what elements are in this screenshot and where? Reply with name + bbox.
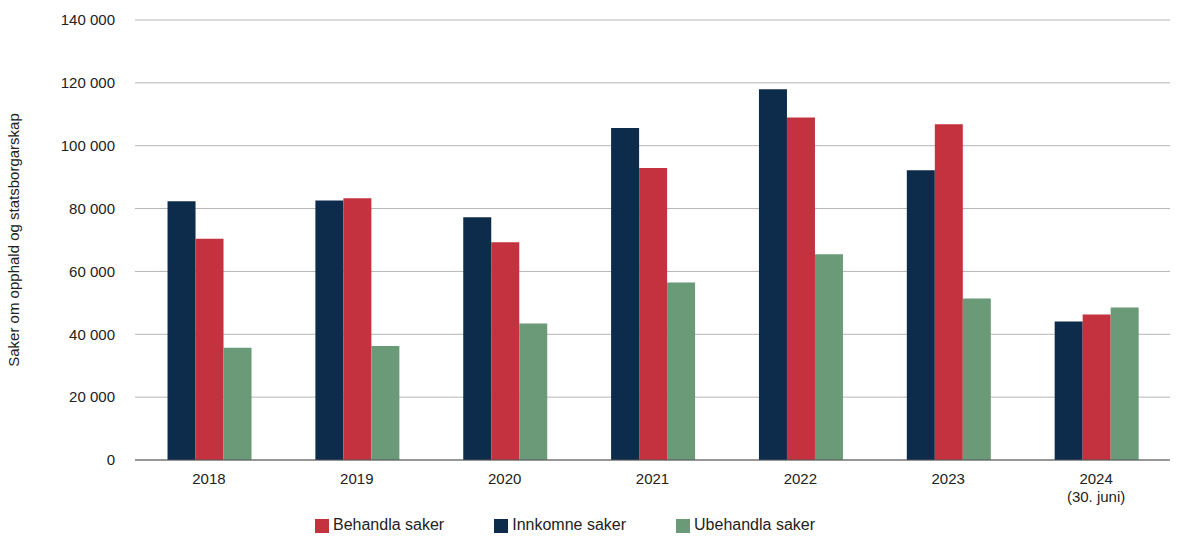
svg-text:80 000: 80 000 bbox=[69, 200, 115, 217]
svg-text:100 000: 100 000 bbox=[61, 137, 115, 154]
svg-text:2018: 2018 bbox=[192, 470, 225, 487]
svg-text:2020: 2020 bbox=[488, 470, 521, 487]
svg-text:60 000: 60 000 bbox=[69, 263, 115, 280]
svg-text:2024(30. juni): 2024(30. juni) bbox=[1067, 470, 1125, 505]
svg-text:20 000: 20 000 bbox=[69, 388, 115, 405]
svg-text:40 000: 40 000 bbox=[69, 326, 115, 343]
svg-text:120 000: 120 000 bbox=[61, 74, 115, 91]
svg-text:2019: 2019 bbox=[340, 470, 373, 487]
svg-text:140 000: 140 000 bbox=[61, 11, 115, 28]
html-text:Behandla saker: Behandla saker bbox=[333, 516, 445, 533]
svg-text:2023: 2023 bbox=[932, 470, 965, 487]
html-text:Innkomne saker: Innkomne saker bbox=[512, 516, 626, 533]
svg-text:Saker om opphald og statsborga: Saker om opphald og statsborgarskap bbox=[8, 113, 22, 366]
svg-text:2022: 2022 bbox=[784, 470, 817, 487]
svg-text:2021: 2021 bbox=[636, 470, 669, 487]
svg-text:0: 0 bbox=[107, 451, 115, 468]
html-text:Ubehandla saker: Ubehandla saker bbox=[694, 516, 815, 533]
